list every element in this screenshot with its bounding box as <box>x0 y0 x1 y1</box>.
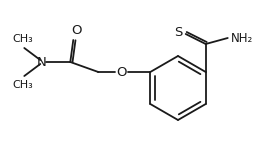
Text: S: S <box>174 26 183 40</box>
Text: O: O <box>116 66 126 79</box>
Text: CH₃: CH₃ <box>12 34 33 44</box>
Text: NH₂: NH₂ <box>230 32 253 45</box>
Text: N: N <box>36 56 46 69</box>
Text: O: O <box>71 24 81 37</box>
Text: CH₃: CH₃ <box>12 80 33 90</box>
